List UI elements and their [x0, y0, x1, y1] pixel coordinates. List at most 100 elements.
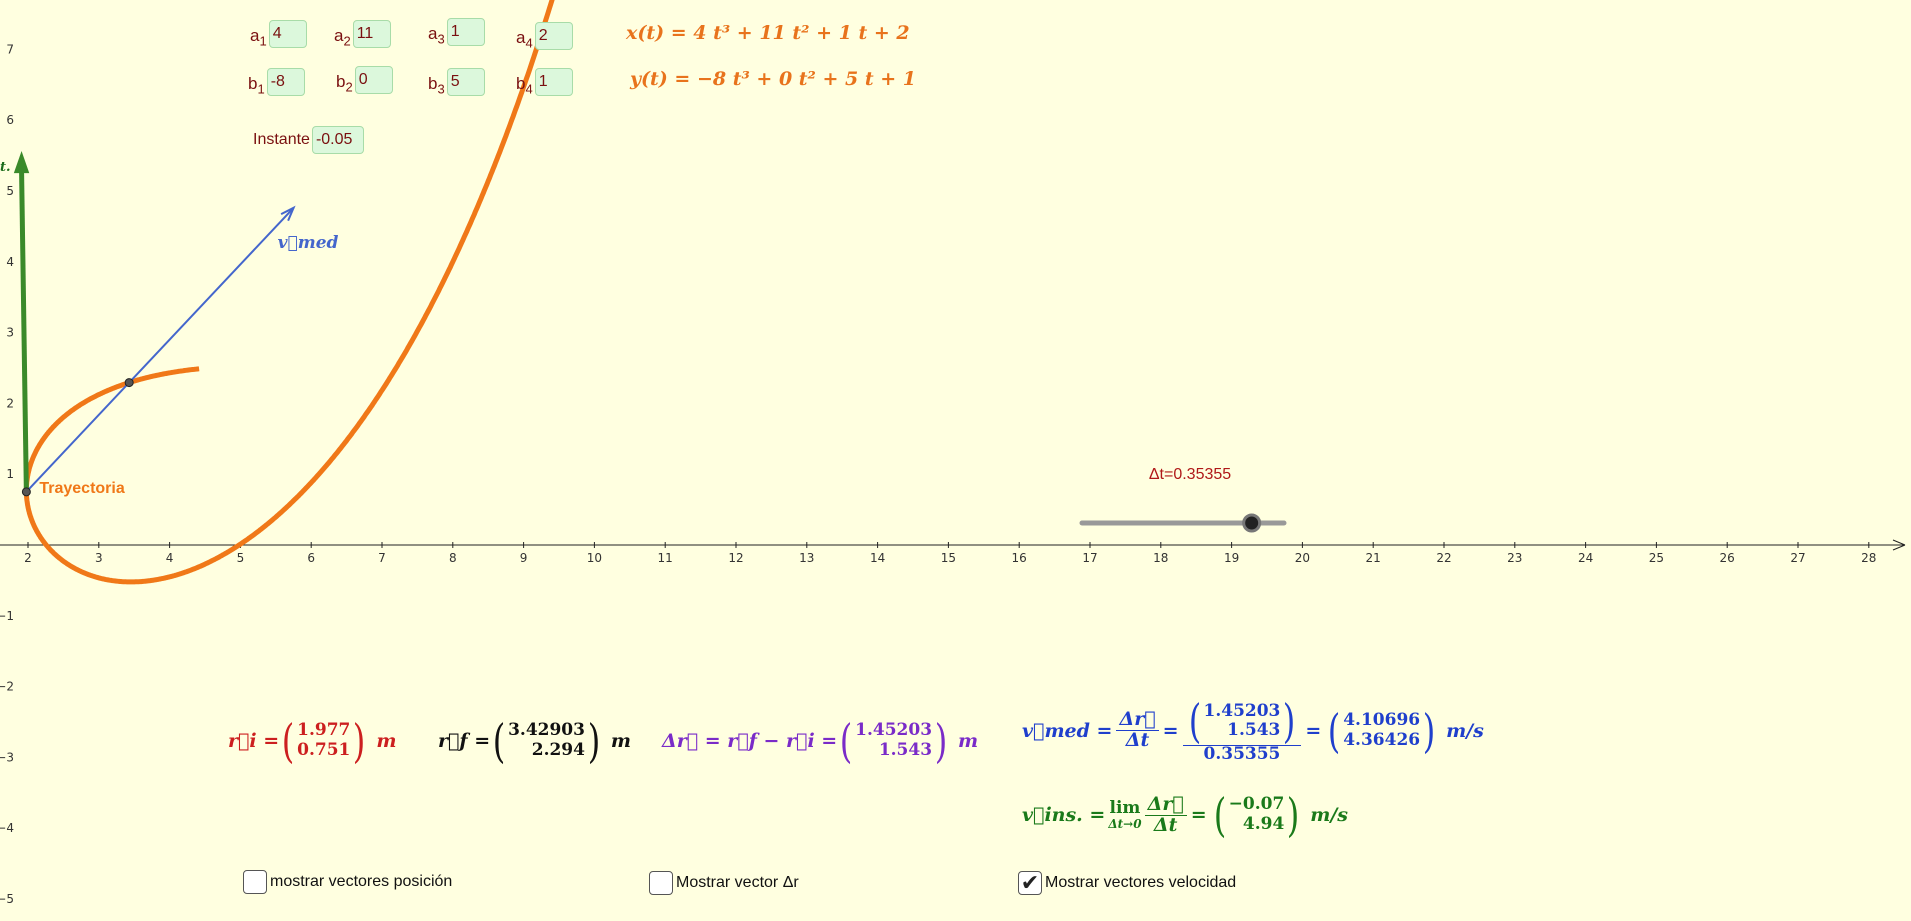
x-tick-label: 26: [1720, 551, 1735, 565]
y-tick-label: 4: [6, 255, 14, 269]
y-tick-label: −1: [0, 609, 14, 623]
x-tick-label: 11: [658, 551, 673, 565]
vins-lhs: v⃗ins. =: [1022, 804, 1106, 826]
param-b4-input[interactable]: 1: [534, 68, 573, 96]
vmed-label: v⃗med: [278, 233, 339, 253]
vins-lim: lim: [1109, 797, 1141, 818]
vins-eq: =: [1190, 804, 1207, 826]
param-a3-input[interactable]: 1: [446, 18, 485, 46]
y-tick-label: −4: [0, 821, 14, 835]
vmed-value-fraction: (1.45203 1.543) 0.35355: [1182, 697, 1302, 765]
vmed-inner-den: 0.35355: [1203, 744, 1281, 765]
ri-c1: 1.977: [297, 720, 351, 741]
x-tick-label: 16: [1012, 551, 1027, 565]
x-tick-label: 21: [1366, 551, 1381, 565]
y-tick-label: 2: [6, 396, 14, 410]
param-a4: a4 2: [516, 22, 573, 50]
rf-name: r⃗f =: [438, 730, 491, 752]
final-point: [124, 378, 134, 388]
param-a2-input[interactable]: 11: [352, 20, 391, 48]
vins-vector: [19, 170, 29, 492]
vins-matrix: ( −0.07 4.94 ): [1213, 788, 1300, 842]
param-a2-label: a2: [334, 25, 351, 48]
vmed-inner-c1: 1.45203: [1203, 700, 1281, 721]
param-b1-input[interactable]: -8: [266, 68, 305, 96]
vins-lim-sub: Δt→0: [1108, 816, 1142, 831]
param-b3-label: b3: [428, 73, 445, 96]
checkbox-velocidad-box[interactable]: ✔: [1018, 870, 1042, 895]
x-tick-label: 19: [1224, 551, 1239, 565]
vmed-eq2: =: [1305, 719, 1322, 742]
vmed-frac-den: Δt: [1125, 729, 1150, 752]
ri-c2: 0.751: [297, 740, 351, 760]
vins-formula: v⃗ins. = lim Δt→0 Δr⃗ Δt = ( −0.07 4.94 )…: [1022, 788, 1348, 842]
vins-c2: 4.94: [1242, 814, 1285, 834]
checkbox-posicion-box[interactable]: [243, 870, 267, 894]
vmed-delta-fraction: Δr⃗ Δt: [1116, 709, 1159, 752]
param-b2: b2 0: [336, 66, 393, 94]
param-a1-input[interactable]: 4: [268, 20, 307, 48]
checkbox-delta-r[interactable]: Mostrar vector Δr: [649, 871, 799, 895]
vins-frac-den: Δt: [1153, 813, 1178, 836]
param-a3: a3 1: [428, 18, 485, 46]
param-b3: b3 5: [428, 68, 485, 96]
slider-knob[interactable]: [1242, 513, 1262, 533]
checkmark-icon: ✔: [1020, 870, 1040, 895]
rf-unit: m: [610, 730, 632, 752]
vmed-value-num: (1.45203 1.543): [1182, 697, 1302, 747]
param-b4: b4 1: [516, 68, 573, 96]
x-tick-label: 2: [24, 551, 32, 565]
ri-matrix: ( 1.977 0.751 ): [281, 714, 366, 768]
dr-c1: 1.45203: [855, 720, 933, 741]
y-tick-label: 7: [6, 42, 14, 56]
y-tick-label: 5: [6, 184, 14, 198]
param-b2-input[interactable]: 0: [354, 66, 393, 94]
x-tick-label: 14: [870, 551, 885, 565]
rf-c1: 3.42903: [508, 720, 585, 741]
trajectory-label: Trayectoria: [39, 480, 124, 497]
x-tick-label: 28: [1861, 551, 1876, 565]
param-b1-label: b1: [248, 73, 265, 96]
vmed-vector: [25, 207, 295, 493]
vmed-lhs: v⃗med =: [1022, 719, 1113, 742]
vins-arrowhead-icon: [13, 151, 30, 174]
x-tick-label: 12: [728, 551, 743, 565]
ri-name: r⃗i =: [228, 730, 280, 752]
rf-matrix: ( 3.42903 2.294 ): [492, 714, 601, 768]
param-b1: b1 -8: [248, 68, 305, 96]
param-a4-input[interactable]: 2: [534, 22, 573, 50]
vins-fraction: Δr⃗ Δt: [1144, 794, 1187, 836]
y-tick-label: −3: [0, 750, 14, 764]
y-axis-cut-label: t.: [0, 160, 11, 175]
instante-label: Instante: [253, 131, 310, 148]
x-tick-label: 25: [1649, 551, 1664, 565]
x-tick-label: 7: [378, 551, 386, 565]
param-a3-label: a3: [428, 23, 445, 46]
x-tick-label: 10: [587, 551, 602, 565]
y-tick-label: 6: [6, 113, 14, 127]
vmed-c1: 4.10696: [1343, 710, 1421, 731]
vins-unit: m/s: [1310, 804, 1348, 826]
trajectory-curve: [23, 0, 555, 585]
ri-formula: r⃗i = ( 1.977 0.751 ) m: [228, 714, 396, 768]
x-tick-label: 9: [520, 551, 528, 565]
instante-control: Instante -0.05: [253, 126, 364, 154]
x-equation: x(t) = 4 t³ + 11 t² + 1 t + 2: [626, 22, 910, 44]
checkbox-posicion[interactable]: mostrar vectores posición: [243, 870, 452, 894]
param-b3-input[interactable]: 5: [446, 68, 485, 96]
dr-name: Δr⃗ = r⃗f − r⃗i =: [662, 730, 838, 752]
x-tick-label: 13: [799, 551, 814, 565]
x-tick-label: 18: [1153, 551, 1168, 565]
x-tick-label: 22: [1436, 551, 1451, 565]
checkbox-delta-r-box[interactable]: [649, 871, 673, 895]
vins-c1: −0.07: [1228, 794, 1285, 815]
dr-formula: Δr⃗ = r⃗f − r⃗i = ( 1.45203 1.543 ) m: [662, 714, 978, 768]
dr-matrix: ( 1.45203 1.543 ): [839, 714, 948, 768]
vmed-inner-c2: 1.543: [1227, 720, 1281, 741]
instante-input[interactable]: -0.05: [311, 126, 364, 154]
vmed-eq: =: [1162, 719, 1179, 742]
y-tick-label: −5: [0, 892, 14, 906]
x-tick-label: 17: [1082, 551, 1097, 565]
checkbox-velocidad[interactable]: ✔ Mostrar vectores velocidad: [1018, 870, 1236, 895]
